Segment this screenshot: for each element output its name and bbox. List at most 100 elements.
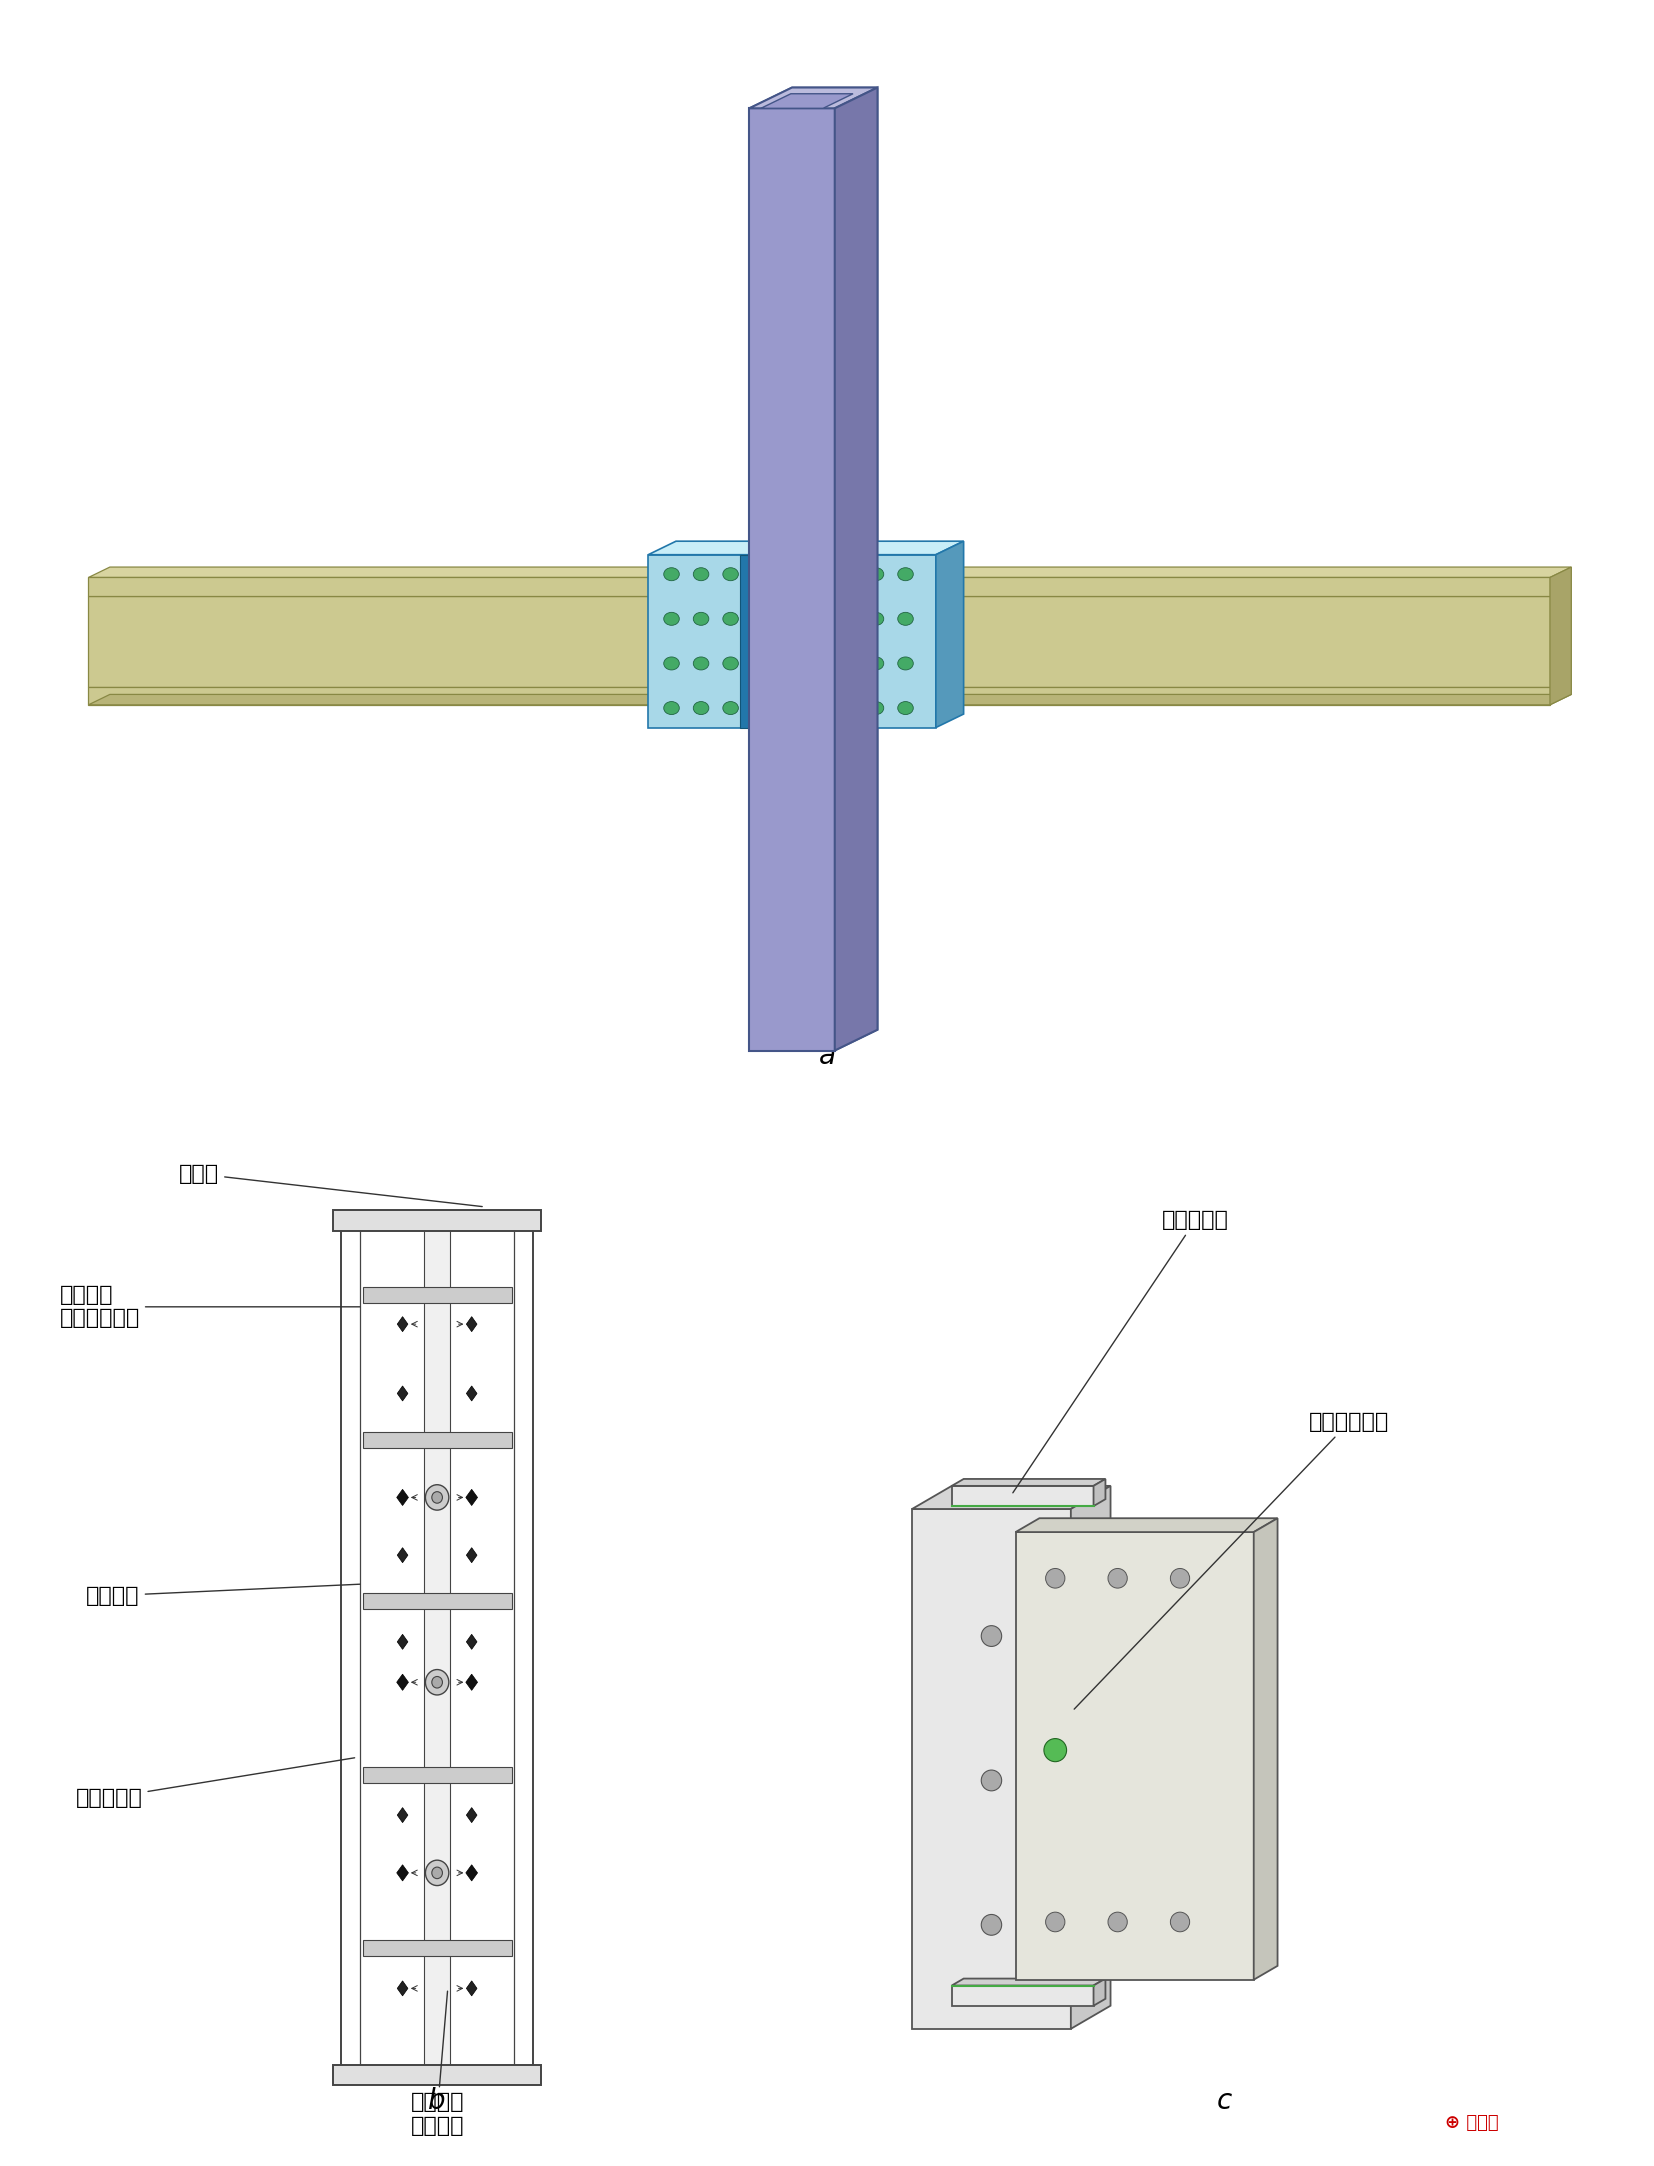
Circle shape	[981, 1627, 1002, 1646]
Polygon shape	[466, 1635, 476, 1648]
Polygon shape	[648, 542, 777, 554]
Circle shape	[693, 567, 710, 580]
Polygon shape	[397, 1490, 409, 1505]
Polygon shape	[89, 695, 771, 704]
Polygon shape	[466, 1674, 478, 1689]
Polygon shape	[1016, 1518, 1277, 1531]
Polygon shape	[951, 1986, 1093, 2006]
Polygon shape	[89, 687, 749, 704]
Polygon shape	[466, 1982, 476, 1995]
Text: 悬臂槽形钢梁: 悬臂槽形钢梁	[1073, 1412, 1389, 1709]
Bar	[423, 1219, 450, 2075]
Text: 传力板: 传力板	[179, 1163, 483, 1206]
Text: ⊕ 鼎达信: ⊕ 鼎达信	[1446, 2114, 1499, 2131]
Polygon shape	[466, 1386, 476, 1401]
Circle shape	[898, 702, 913, 715]
Bar	[362, 1432, 511, 1447]
Circle shape	[663, 567, 680, 580]
Circle shape	[663, 656, 680, 669]
Circle shape	[693, 613, 710, 626]
Polygon shape	[835, 554, 936, 728]
Circle shape	[868, 702, 883, 715]
Text: 槽形外套筒: 槽形外套筒	[76, 1759, 354, 1809]
Circle shape	[898, 567, 913, 580]
Polygon shape	[89, 567, 771, 578]
Polygon shape	[749, 567, 771, 704]
Polygon shape	[397, 1809, 409, 1822]
Circle shape	[981, 1770, 1002, 1791]
Polygon shape	[749, 542, 777, 728]
Polygon shape	[761, 93, 853, 108]
Polygon shape	[397, 1865, 409, 1880]
Polygon shape	[835, 542, 964, 554]
Polygon shape	[1093, 1479, 1105, 1505]
Circle shape	[839, 702, 853, 715]
Polygon shape	[397, 1549, 409, 1562]
Polygon shape	[89, 596, 749, 687]
Polygon shape	[761, 93, 853, 108]
Circle shape	[1171, 1913, 1189, 1932]
Circle shape	[981, 1915, 1002, 1934]
Circle shape	[868, 656, 883, 669]
Polygon shape	[1254, 1518, 1277, 1980]
Polygon shape	[911, 1486, 1110, 1510]
Polygon shape	[1070, 1486, 1110, 2030]
Polygon shape	[951, 1479, 1105, 1486]
Polygon shape	[1016, 1531, 1254, 1980]
Bar	[341, 1219, 533, 2075]
Polygon shape	[739, 554, 749, 728]
Polygon shape	[397, 1317, 409, 1332]
Polygon shape	[397, 1635, 409, 1648]
Bar	[362, 1594, 511, 1609]
Polygon shape	[951, 1978, 1105, 1986]
Polygon shape	[835, 695, 1571, 704]
Circle shape	[432, 1492, 442, 1503]
Circle shape	[663, 702, 680, 715]
Circle shape	[1108, 1913, 1128, 1932]
Circle shape	[425, 1861, 448, 1887]
Text: b: b	[428, 2088, 447, 2116]
Circle shape	[868, 613, 883, 626]
Circle shape	[425, 1670, 448, 1696]
Polygon shape	[835, 567, 1571, 578]
Circle shape	[1045, 1913, 1065, 1932]
Polygon shape	[749, 108, 835, 1051]
Circle shape	[432, 1676, 442, 1687]
Polygon shape	[749, 108, 835, 1051]
Circle shape	[432, 1867, 442, 1878]
Polygon shape	[951, 1486, 1093, 1505]
Polygon shape	[89, 578, 749, 596]
Circle shape	[898, 656, 913, 669]
Polygon shape	[749, 87, 878, 108]
Polygon shape	[397, 1982, 409, 1995]
Bar	[334, 2064, 541, 2086]
Circle shape	[723, 702, 738, 715]
Circle shape	[425, 1484, 448, 1510]
Bar	[362, 1287, 511, 1304]
Circle shape	[839, 567, 853, 580]
Circle shape	[1171, 1568, 1189, 1588]
Text: 槽形外套
筒拼接缝: 槽形外套 筒拼接缝	[410, 1991, 463, 2136]
Circle shape	[1044, 1739, 1067, 1761]
Bar	[334, 1211, 541, 1230]
Polygon shape	[936, 542, 964, 728]
Polygon shape	[466, 1317, 476, 1332]
Circle shape	[1108, 1568, 1128, 1588]
Circle shape	[723, 656, 738, 669]
Circle shape	[839, 613, 853, 626]
Polygon shape	[466, 1490, 478, 1505]
Polygon shape	[911, 1510, 1070, 2030]
Polygon shape	[648, 554, 749, 728]
Bar	[362, 1941, 511, 1956]
Circle shape	[663, 613, 680, 626]
Circle shape	[839, 656, 853, 669]
Polygon shape	[835, 87, 878, 1051]
Polygon shape	[749, 87, 878, 108]
Polygon shape	[397, 1386, 409, 1401]
Polygon shape	[466, 1809, 476, 1822]
Polygon shape	[1550, 567, 1571, 704]
Text: a: a	[819, 1042, 835, 1070]
Polygon shape	[835, 596, 1550, 687]
Circle shape	[723, 613, 738, 626]
Polygon shape	[397, 1674, 409, 1689]
